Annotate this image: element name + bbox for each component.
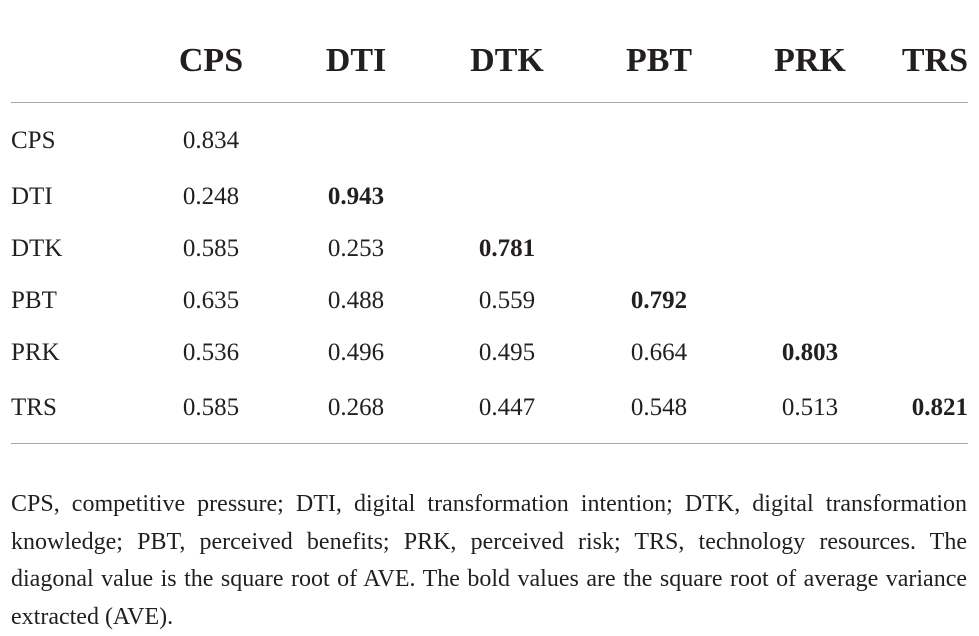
diagonal-cell: 0.781 [478,235,536,262]
row-label: CPS [11,127,56,154]
correlation-table: CPS DTI DTK PBT PRK TRS CPS 0.834 DTI 0.… [11,20,968,444]
row-label: DTI [11,183,53,210]
diagonal-cell: 0.792 [630,287,688,314]
table-cell: 0.268 [281,379,431,444]
table-cell [281,103,431,172]
diagonal-cell: 0.803 [781,339,839,366]
table-cell [583,103,735,172]
table-row: DTK 0.585 0.253 0.781 [11,223,968,275]
header-cps: CPS [141,20,281,103]
header-prk: PRK [735,20,885,103]
header-dti: DTI [281,20,431,103]
table-cell [735,223,885,275]
row-label: TRS [11,379,141,444]
table-cell [885,275,968,327]
table-cell: 0.834 [182,127,240,154]
table-cell: 0.585 [141,379,281,444]
header-dtk: DTK [431,20,583,103]
diagonal-cell: 0.821 [885,379,968,444]
table-cell [885,223,968,275]
table-cell: 0.495 [478,339,536,366]
table-cell [735,103,885,172]
table-row: DTI 0.248 0.943 [11,171,968,223]
table-cell: 0.536 [182,339,240,366]
table-cell [735,275,885,327]
table-row: PBT 0.635 0.488 0.559 0.792 [11,275,968,327]
table-cell [583,171,735,223]
table-cell [885,327,968,379]
row-label: DTK [11,235,63,262]
table-row: PRK 0.536 0.496 0.495 0.664 0.803 [11,327,968,379]
table-cell: 0.496 [327,339,385,366]
table-row: TRS 0.585 0.268 0.447 0.548 0.513 0.821 [11,379,968,444]
table-cell: 0.585 [182,235,240,262]
row-label: PRK [11,339,60,366]
table-figure: CPS DTI DTK PBT PRK TRS CPS 0.834 DTI 0.… [11,20,968,630]
header-trs: TRS [885,20,968,103]
table-cell [431,171,583,223]
table-cell: 0.248 [182,183,240,210]
table-cell: 0.559 [478,287,536,314]
table-cell: 0.447 [431,379,583,444]
table-cell: 0.253 [327,235,385,262]
table-cell: 0.664 [630,339,688,366]
table-body: CPS 0.834 DTI 0.248 0.943 DTK 0.585 [11,103,968,444]
table-cell [583,223,735,275]
table-cell [735,171,885,223]
header-pbt: PBT [583,20,735,103]
table-cell [885,171,968,223]
table-cell: 0.513 [735,379,885,444]
table-row: CPS 0.834 [11,103,968,172]
header-stub [11,20,141,103]
row-label: PBT [11,287,57,314]
table-cell [885,103,968,172]
table-footnote: CPS, competitive pressure; DTI, digital … [11,491,967,630]
diagonal-cell: 0.943 [327,183,385,210]
table-cell: 0.548 [583,379,735,444]
table-cell: 0.488 [327,287,385,314]
table-cell: 0.635 [182,287,240,314]
header-row: CPS DTI DTK PBT PRK TRS [11,20,968,103]
table-cell [431,103,583,172]
